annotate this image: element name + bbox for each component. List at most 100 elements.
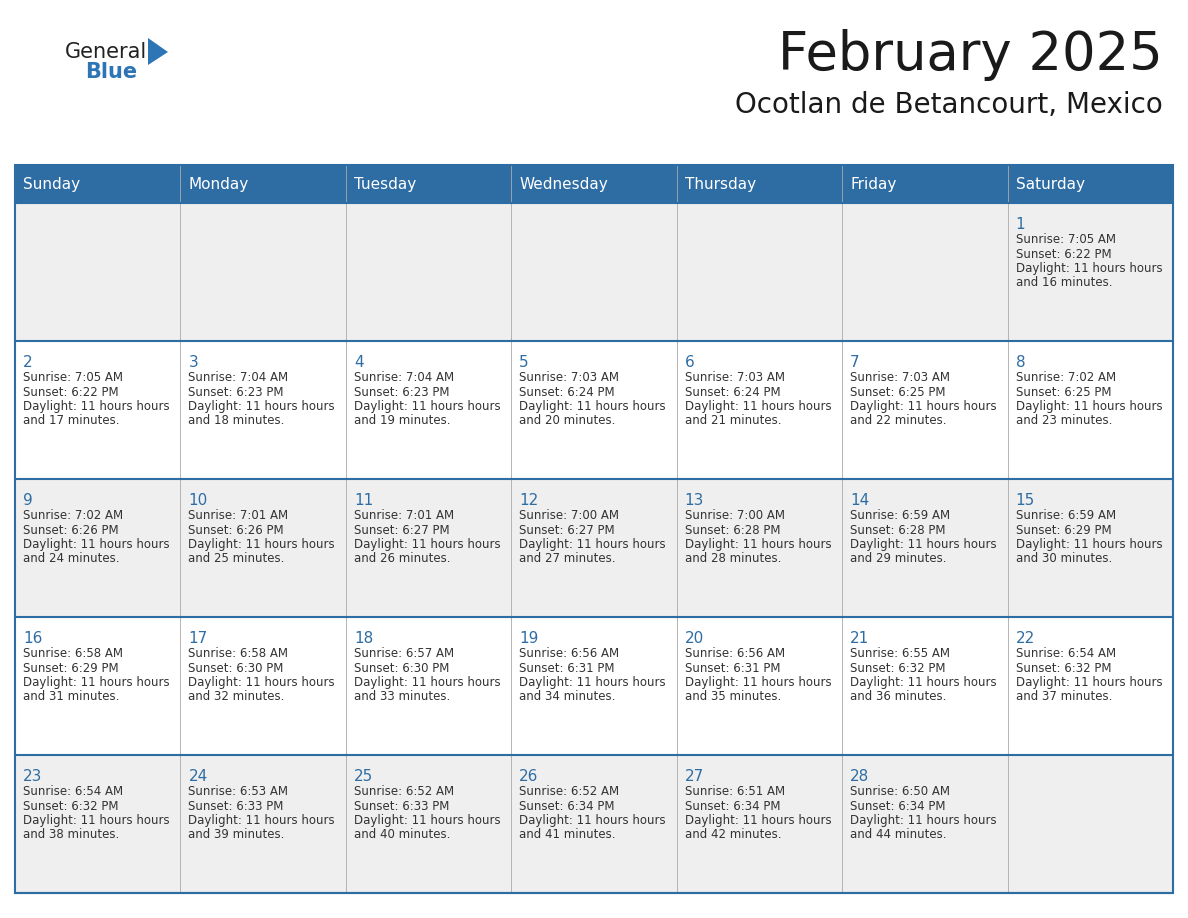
Text: Sunrise: 6:50 AM: Sunrise: 6:50 AM bbox=[851, 785, 950, 798]
Bar bbox=[842, 203, 1007, 341]
Bar bbox=[1007, 755, 1173, 893]
Text: Sunrise: 6:54 AM: Sunrise: 6:54 AM bbox=[23, 785, 124, 798]
Bar bbox=[15, 165, 181, 203]
Text: Sunset: 6:32 PM: Sunset: 6:32 PM bbox=[851, 662, 946, 675]
Text: 12: 12 bbox=[519, 493, 538, 508]
Bar bbox=[181, 165, 346, 203]
Text: Daylight: 11 hours hours: Daylight: 11 hours hours bbox=[684, 814, 832, 827]
Text: 18: 18 bbox=[354, 631, 373, 646]
Bar bbox=[346, 341, 511, 479]
Text: 22: 22 bbox=[1016, 631, 1035, 646]
Text: Sunset: 6:24 PM: Sunset: 6:24 PM bbox=[684, 386, 781, 398]
Text: 13: 13 bbox=[684, 493, 704, 508]
Bar bbox=[181, 341, 346, 479]
Text: Sunset: 6:34 PM: Sunset: 6:34 PM bbox=[519, 800, 614, 812]
Text: Daylight: 11 hours hours: Daylight: 11 hours hours bbox=[851, 814, 997, 827]
Text: and 28 minutes.: and 28 minutes. bbox=[684, 553, 781, 565]
Text: Daylight: 11 hours hours: Daylight: 11 hours hours bbox=[684, 676, 832, 689]
Text: and 25 minutes.: and 25 minutes. bbox=[189, 553, 285, 565]
Text: Ocotlan de Betancourt, Mexico: Ocotlan de Betancourt, Mexico bbox=[735, 91, 1163, 119]
Bar bbox=[511, 165, 677, 203]
Text: and 34 minutes.: and 34 minutes. bbox=[519, 690, 615, 703]
Text: Daylight: 11 hours hours: Daylight: 11 hours hours bbox=[354, 538, 500, 551]
Text: and 32 minutes.: and 32 minutes. bbox=[189, 690, 285, 703]
Text: Sunrise: 6:52 AM: Sunrise: 6:52 AM bbox=[519, 785, 619, 798]
Text: Daylight: 11 hours hours: Daylight: 11 hours hours bbox=[189, 676, 335, 689]
Text: Sunset: 6:34 PM: Sunset: 6:34 PM bbox=[684, 800, 781, 812]
Text: and 27 minutes.: and 27 minutes. bbox=[519, 553, 615, 565]
Text: February 2025: February 2025 bbox=[778, 29, 1163, 81]
Text: 17: 17 bbox=[189, 631, 208, 646]
Text: and 41 minutes.: and 41 minutes. bbox=[519, 829, 615, 842]
Text: and 37 minutes.: and 37 minutes. bbox=[1016, 690, 1112, 703]
Text: Saturday: Saturday bbox=[1016, 176, 1085, 192]
Text: Sunrise: 7:03 AM: Sunrise: 7:03 AM bbox=[684, 371, 785, 384]
Text: 1: 1 bbox=[1016, 217, 1025, 232]
Bar bbox=[181, 617, 346, 755]
Text: Sunset: 6:28 PM: Sunset: 6:28 PM bbox=[684, 523, 781, 536]
Bar bbox=[677, 203, 842, 341]
Bar bbox=[1007, 165, 1173, 203]
Text: Thursday: Thursday bbox=[684, 176, 756, 192]
Bar bbox=[842, 479, 1007, 617]
Text: Daylight: 11 hours hours: Daylight: 11 hours hours bbox=[851, 538, 997, 551]
Text: Daylight: 11 hours hours: Daylight: 11 hours hours bbox=[354, 676, 500, 689]
Text: Sunrise: 7:00 AM: Sunrise: 7:00 AM bbox=[684, 509, 785, 522]
Text: Sunrise: 7:04 AM: Sunrise: 7:04 AM bbox=[354, 371, 454, 384]
Bar bbox=[181, 479, 346, 617]
Text: Daylight: 11 hours hours: Daylight: 11 hours hours bbox=[684, 400, 832, 413]
Text: Sunrise: 6:59 AM: Sunrise: 6:59 AM bbox=[1016, 509, 1116, 522]
Text: Sunset: 6:29 PM: Sunset: 6:29 PM bbox=[1016, 523, 1111, 536]
Text: 21: 21 bbox=[851, 631, 870, 646]
Text: Sunset: 6:32 PM: Sunset: 6:32 PM bbox=[23, 800, 119, 812]
Bar bbox=[181, 755, 346, 893]
Text: Daylight: 11 hours hours: Daylight: 11 hours hours bbox=[189, 538, 335, 551]
Text: Daylight: 11 hours hours: Daylight: 11 hours hours bbox=[1016, 400, 1162, 413]
Text: 3: 3 bbox=[189, 355, 198, 370]
Text: Sunset: 6:30 PM: Sunset: 6:30 PM bbox=[354, 662, 449, 675]
Text: 24: 24 bbox=[189, 769, 208, 784]
Bar bbox=[511, 479, 677, 617]
Bar bbox=[677, 479, 842, 617]
Text: Sunset: 6:24 PM: Sunset: 6:24 PM bbox=[519, 386, 615, 398]
Text: and 20 minutes.: and 20 minutes. bbox=[519, 415, 615, 428]
Text: Tuesday: Tuesday bbox=[354, 176, 416, 192]
Bar bbox=[677, 341, 842, 479]
Bar bbox=[1007, 341, 1173, 479]
Text: Daylight: 11 hours hours: Daylight: 11 hours hours bbox=[684, 538, 832, 551]
Text: and 24 minutes.: and 24 minutes. bbox=[23, 553, 120, 565]
Text: Blue: Blue bbox=[86, 62, 137, 82]
Text: and 44 minutes.: and 44 minutes. bbox=[851, 829, 947, 842]
Text: 23: 23 bbox=[23, 769, 43, 784]
Text: Sunrise: 6:59 AM: Sunrise: 6:59 AM bbox=[851, 509, 950, 522]
Text: Monday: Monday bbox=[189, 176, 248, 192]
Text: General: General bbox=[65, 42, 147, 62]
Text: and 18 minutes.: and 18 minutes. bbox=[189, 415, 285, 428]
Text: Sunset: 6:22 PM: Sunset: 6:22 PM bbox=[23, 386, 119, 398]
Bar bbox=[15, 165, 1173, 893]
Text: 5: 5 bbox=[519, 355, 529, 370]
Text: 8: 8 bbox=[1016, 355, 1025, 370]
Text: Sunrise: 7:04 AM: Sunrise: 7:04 AM bbox=[189, 371, 289, 384]
Text: Sunset: 6:28 PM: Sunset: 6:28 PM bbox=[851, 523, 946, 536]
Bar bbox=[15, 203, 181, 341]
Text: Sunset: 6:32 PM: Sunset: 6:32 PM bbox=[1016, 662, 1111, 675]
Bar bbox=[346, 165, 511, 203]
Text: Daylight: 11 hours hours: Daylight: 11 hours hours bbox=[23, 538, 170, 551]
Bar bbox=[677, 165, 842, 203]
Bar bbox=[15, 755, 181, 893]
Text: Sunrise: 7:03 AM: Sunrise: 7:03 AM bbox=[519, 371, 619, 384]
Text: 26: 26 bbox=[519, 769, 538, 784]
Text: and 19 minutes.: and 19 minutes. bbox=[354, 415, 450, 428]
Text: Daylight: 11 hours hours: Daylight: 11 hours hours bbox=[23, 814, 170, 827]
Text: 15: 15 bbox=[1016, 493, 1035, 508]
Text: Sunrise: 6:56 AM: Sunrise: 6:56 AM bbox=[684, 647, 785, 660]
Text: Friday: Friday bbox=[851, 176, 897, 192]
Text: Sunrise: 7:01 AM: Sunrise: 7:01 AM bbox=[189, 509, 289, 522]
Bar bbox=[346, 755, 511, 893]
Text: Sunset: 6:25 PM: Sunset: 6:25 PM bbox=[851, 386, 946, 398]
Bar bbox=[842, 617, 1007, 755]
Text: Daylight: 11 hours hours: Daylight: 11 hours hours bbox=[354, 814, 500, 827]
Text: 9: 9 bbox=[23, 493, 33, 508]
Text: Daylight: 11 hours hours: Daylight: 11 hours hours bbox=[519, 538, 666, 551]
